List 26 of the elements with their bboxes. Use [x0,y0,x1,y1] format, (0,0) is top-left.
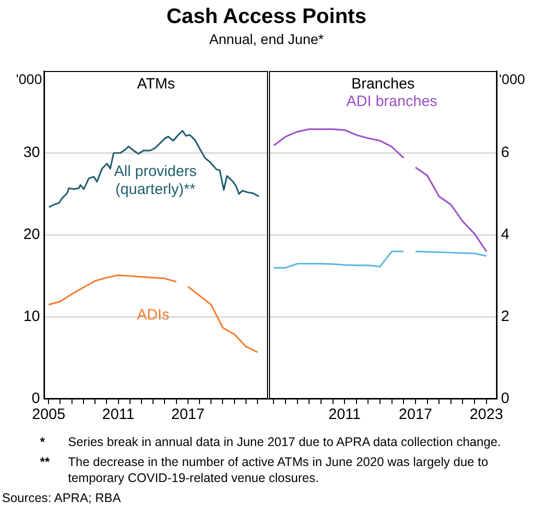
y-tick-label: 2 [501,308,510,326]
y-axis-title: '000 [499,70,526,87]
x-tick-label: 2005 [32,406,66,424]
text: ** The decrease in the number of active ATMs in June 2020 was largely due to temporary COVID-19-related venue closures. [40,455,488,485]
series-label: ADIs [136,306,170,324]
chart-title: ATMs [136,76,176,93]
y-tick-label: 10 [23,308,40,326]
text: * Series break in annual data in June 2017 due to APRA data collection change. [40,435,501,449]
x-tick-label: 2011 [328,406,361,424]
x-tick-label: 2017 [398,406,432,424]
source-note: Sources: APRA; RBA [2,490,122,506]
y-tick-label: 30 [23,144,40,162]
x-tick-label: 2023 [470,406,504,424]
y-tick-label: 6 [501,144,510,162]
y-axis-title: '000 [16,70,42,87]
y-tick-label: 0 [32,390,40,408]
series-label: All providers (quarterly)** [114,163,197,198]
y-tick-label: 20 [23,226,40,244]
text: Cash Access Points [166,4,368,30]
text: Annual, end June* [208,30,325,48]
series-label: ADI branches [346,92,438,110]
y-tick-label: 4 [501,226,510,244]
x-tick-label: 2017 [171,406,205,424]
x-tick-label: 2011 [102,406,134,424]
chart-title: Branches [351,76,415,93]
y-tick-label: 0 [501,390,510,408]
